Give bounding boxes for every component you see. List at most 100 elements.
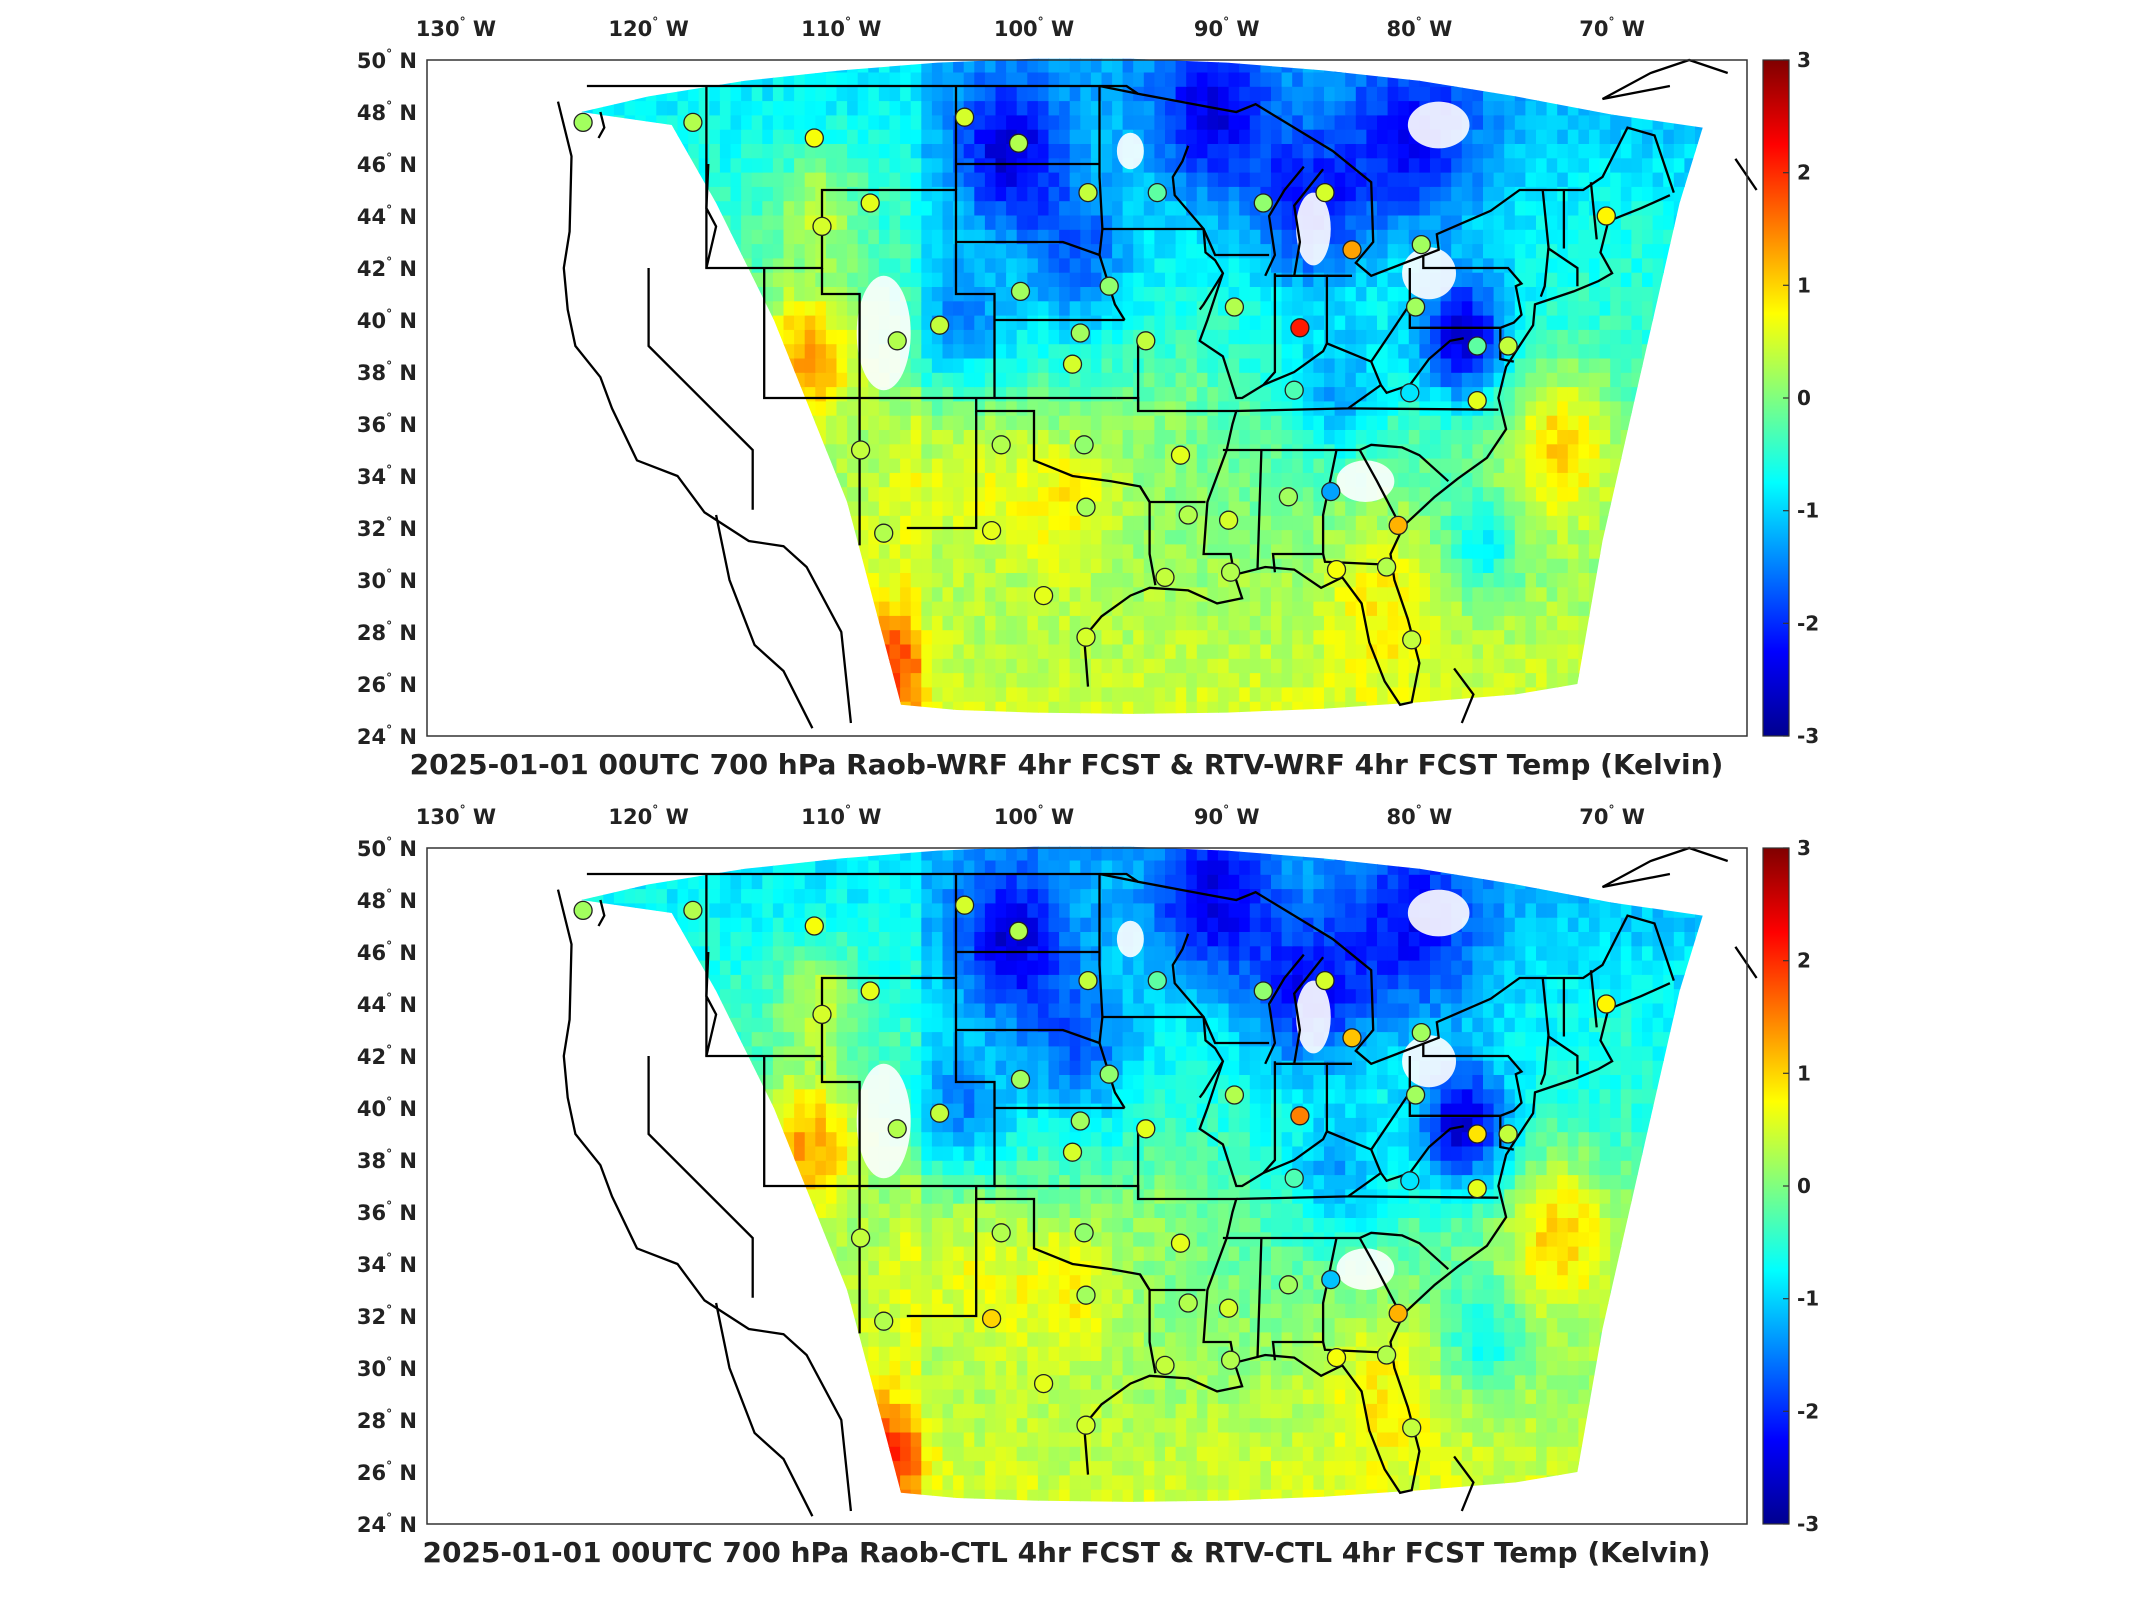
colorbar-tick-label: 2 bbox=[1797, 949, 1811, 973]
station-marker bbox=[1076, 627, 1096, 647]
station-marker bbox=[1147, 970, 1167, 991]
station-marker bbox=[1218, 1298, 1239, 1318]
boundary-line bbox=[1547, 1035, 1579, 1075]
station-marker bbox=[1170, 445, 1191, 465]
longitude-ticks: 130° W 120° W 110° W 100° W 90° W 80° W 70° W bbox=[416, 15, 1645, 41]
colorbar-tick-label: 0 bbox=[1797, 386, 1811, 410]
colorbar-tick-label: 3 bbox=[1797, 48, 1811, 72]
station-marker bbox=[804, 916, 824, 936]
station-marker bbox=[1076, 1285, 1096, 1305]
colorbar-ticks: 3 2 1 0 -1 -2 -3 bbox=[1783, 836, 1819, 1536]
station-marker bbox=[860, 981, 880, 1001]
station-marker bbox=[683, 112, 703, 133]
station-marker bbox=[1010, 1069, 1031, 1090]
colorbar-tick-label: 3 bbox=[1797, 836, 1811, 860]
station-marker bbox=[1402, 1418, 1422, 1438]
boundary-line bbox=[1601, 58, 1729, 101]
lon-tick-label: 120° W bbox=[608, 15, 688, 41]
lat-tick-label: 32° N bbox=[357, 515, 417, 541]
lon-tick-label: 130° W bbox=[416, 803, 496, 829]
station-marker bbox=[1290, 1106, 1310, 1126]
station-marker bbox=[1467, 1124, 1487, 1144]
station-marker bbox=[1253, 981, 1273, 1001]
lat-tick-label: 44° N bbox=[357, 203, 417, 229]
colorbar-tick-label: -3 bbox=[1797, 1512, 1819, 1536]
station-marker bbox=[850, 1228, 871, 1248]
boundary-line bbox=[956, 1028, 1100, 1045]
boundary-line bbox=[1098, 254, 1126, 321]
raob-stations-ctl bbox=[573, 895, 1616, 1438]
boundary-line bbox=[1099, 872, 1139, 883]
lat-tick-label: 38° N bbox=[357, 1147, 417, 1173]
station-marker bbox=[981, 520, 1002, 541]
state-boundaries-wrf bbox=[556, 58, 1758, 729]
boundary-line bbox=[906, 411, 978, 530]
boundary-line bbox=[556, 101, 853, 724]
lat-tick-label: 34° N bbox=[357, 1251, 417, 1277]
station-marker bbox=[1278, 1275, 1299, 1295]
station-marker bbox=[1062, 1142, 1083, 1162]
station-marker bbox=[1033, 585, 1054, 606]
boundary-line bbox=[1099, 84, 1139, 95]
colorbar-ticks: 3 2 1 0 -1 -2 -3 bbox=[1783, 48, 1819, 748]
station-marker bbox=[1321, 1269, 1341, 1290]
boundary-line bbox=[1499, 1115, 1515, 1151]
station-marker bbox=[1155, 1355, 1175, 1376]
panel-title-wrf: 2025-01-01 00UTC 700 hPa Raob-WRF 4hr FC… bbox=[409, 748, 1724, 781]
lat-tick-label: 32° N bbox=[357, 1303, 417, 1329]
station-marker bbox=[1178, 1293, 1198, 1313]
boundary-line bbox=[714, 514, 814, 729]
state-boundaries-ctl bbox=[556, 846, 1758, 1517]
station-marker bbox=[1062, 354, 1083, 374]
boundary-line bbox=[1370, 1091, 1411, 1151]
boundary-line bbox=[1098, 1042, 1126, 1109]
map-svg-wrf: 130° W 120° W 110° W 100° W 90° W 80° W 70° W … bbox=[357, 15, 1819, 749]
lon-tick-label: 100° W bbox=[994, 15, 1074, 41]
map-panel-ctl: 130° W 120° W 110° W 100° W 90° W 80° W 70° W … bbox=[0, 790, 2133, 1590]
station-marker bbox=[1033, 1373, 1054, 1394]
lat-tick-label: 50° N bbox=[357, 835, 417, 861]
latitude-ticks: 50° N 48° N 46° N 44° N 42° N 40° N 38° N 36° N… bbox=[357, 835, 417, 1537]
station-marker bbox=[887, 1119, 907, 1139]
station-marker bbox=[1402, 630, 1422, 650]
lon-tick-label: 100° W bbox=[994, 803, 1074, 829]
lat-tick-label: 36° N bbox=[357, 1199, 417, 1225]
boundary-line bbox=[1222, 443, 1450, 483]
boundary-line bbox=[1379, 337, 1464, 395]
station-marker bbox=[1405, 1085, 1426, 1105]
boundary-line bbox=[1256, 449, 1263, 570]
lat-tick-label: 28° N bbox=[357, 619, 417, 645]
station-marker bbox=[1253, 193, 1273, 213]
station-marker bbox=[1224, 297, 1245, 317]
boundary-line bbox=[1098, 874, 1104, 1044]
boundary-line bbox=[1408, 255, 1524, 329]
panel-title-ctl: 2025-01-01 00UTC 700 hPa Raob-CTL 4hr FC… bbox=[422, 1536, 1711, 1569]
boundary-line bbox=[1358, 1237, 1402, 1314]
station-marker bbox=[1284, 380, 1304, 400]
lat-tick-label: 30° N bbox=[357, 567, 417, 593]
station-marker bbox=[1467, 390, 1487, 411]
station-marker bbox=[573, 112, 593, 133]
colorbar-tick-label: -3 bbox=[1797, 724, 1819, 748]
colorbar-tick-label: -2 bbox=[1797, 611, 1819, 635]
boundary-line bbox=[714, 1302, 814, 1517]
lat-tick-label: 26° N bbox=[357, 671, 417, 697]
boundary-line bbox=[1539, 977, 1550, 1086]
lat-tick-label: 50° N bbox=[357, 47, 417, 73]
lon-tick-label: 110° W bbox=[801, 803, 881, 829]
boundary-line bbox=[1222, 1231, 1450, 1271]
colorbar-tick-label: 2 bbox=[1797, 161, 1811, 185]
boundary-line bbox=[1348, 1195, 1499, 1199]
boundary-line bbox=[1171, 145, 1225, 311]
station-marker bbox=[1074, 435, 1094, 455]
lat-tick-label: 46° N bbox=[357, 151, 417, 177]
colorbar-tick-label: 1 bbox=[1797, 1061, 1811, 1085]
station-marker bbox=[1136, 331, 1156, 351]
station-marker bbox=[1321, 481, 1341, 502]
station-marker bbox=[1099, 1064, 1119, 1084]
boundary-line bbox=[1202, 1016, 1270, 1045]
station-marker bbox=[1388, 1303, 1408, 1324]
station-marker bbox=[1315, 970, 1335, 991]
boundary-line bbox=[1236, 341, 1383, 413]
station-marker bbox=[860, 193, 880, 213]
